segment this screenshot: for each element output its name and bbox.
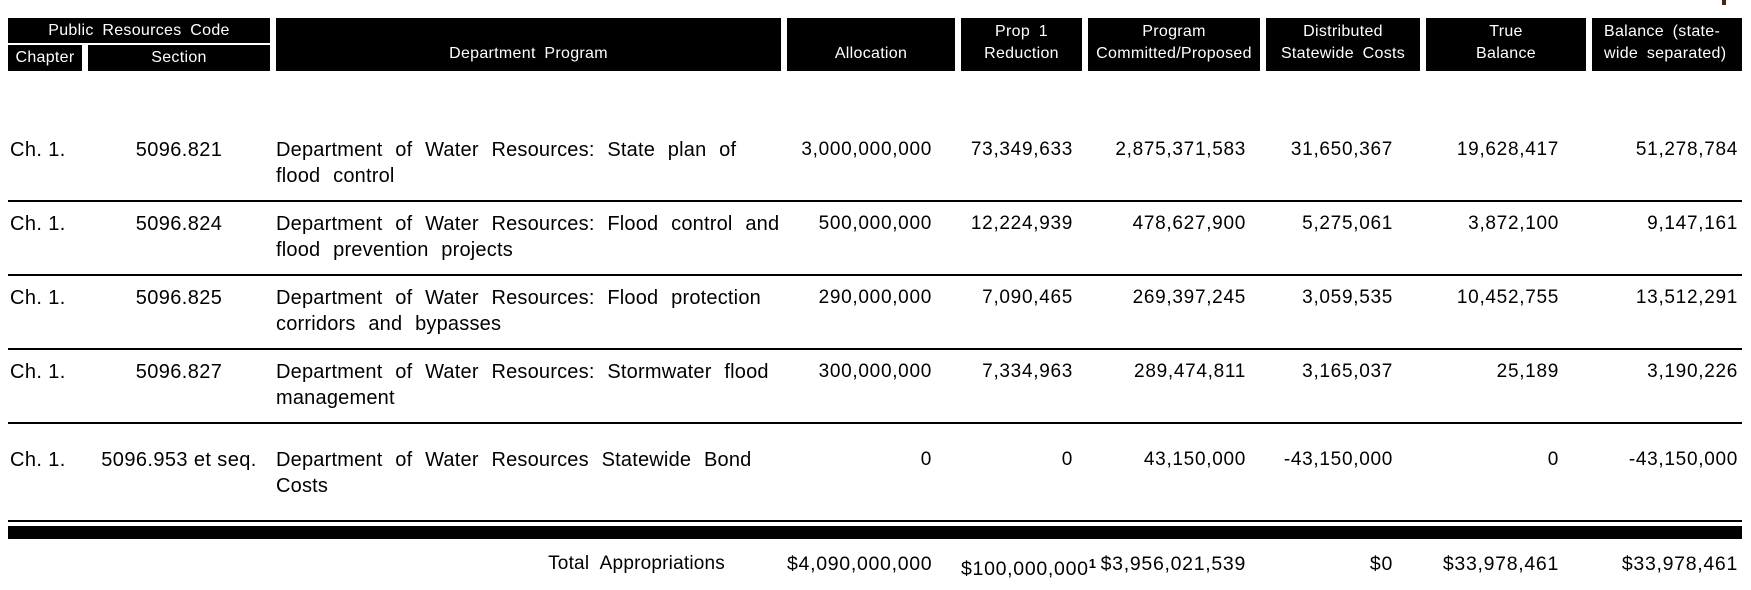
cell-section: 5096.821 xyxy=(135,139,223,161)
col-header-department-program: Department Program xyxy=(276,18,781,71)
table-row: Ch. 1. 5096.825 Department of Water Reso… xyxy=(8,276,1742,350)
cell-true-balance: 0 xyxy=(1547,449,1559,470)
cell-balance: -43,150,000 xyxy=(1628,449,1738,470)
table-body: Ch. 1. 5096.821 Department of Water Reso… xyxy=(8,128,1742,522)
totals-label: Total Appropriations xyxy=(548,553,725,574)
total-distributed-costs: $0 xyxy=(1369,553,1393,575)
col-header-allocation: Allocation xyxy=(787,18,955,71)
col-header-program-committed: Program Committed/Proposed xyxy=(1088,18,1260,71)
cell-allocation: 3,000,000,000 xyxy=(801,139,932,160)
cell-prop1-reduction: 7,090,465 xyxy=(982,287,1073,308)
total-allocation: $4,090,000,000 xyxy=(787,553,933,575)
cell-program: Department of Water Resources: Stormwate… xyxy=(276,361,769,409)
col-header-prop1-reduction: Prop 1 Reduction xyxy=(961,18,1082,71)
total-balance: $33,978,461 xyxy=(1621,553,1738,575)
cell-balance: 51,278,784 xyxy=(1635,139,1738,160)
cell-balance: 3,190,226 xyxy=(1647,361,1738,382)
total-prop1-reduction: $100,000,0001 xyxy=(961,556,1096,580)
cell-section: 5096.824 xyxy=(135,213,223,235)
cell-balance: 9,147,161 xyxy=(1647,213,1738,234)
cell-chapter: Ch. 1. xyxy=(10,213,66,235)
cell-section: 5096.953 et seq. xyxy=(101,449,257,471)
cell-chapter: Ch. 1. xyxy=(10,139,66,161)
totals-separator-bar xyxy=(8,526,1742,539)
col-header-distributed-costs: Distributed Statewide Costs xyxy=(1266,18,1420,71)
appropriations-table: Public Resources Code Chapter Section De… xyxy=(8,18,1742,582)
total-true-balance: $33,978,461 xyxy=(1442,553,1559,575)
col-header-chapter: Chapter xyxy=(15,49,75,66)
totals-row: Total Appropriations $4,090,000,000 $100… xyxy=(8,551,1742,582)
cell-prop1-reduction: 73,349,633 xyxy=(970,139,1073,160)
cell-prop1-reduction: 12,224,939 xyxy=(970,213,1073,234)
cell-chapter: Ch. 1. xyxy=(10,361,66,383)
cell-program-committed: 269,397,245 xyxy=(1132,287,1246,308)
cell-section: 5096.827 xyxy=(135,361,223,383)
header-divider xyxy=(82,45,88,71)
cell-program-committed: 2,875,371,583 xyxy=(1115,139,1246,160)
table-row: Ch. 1. 5096.953 et seq. Department of Wa… xyxy=(8,424,1742,522)
cell-program-committed: 289,474,811 xyxy=(1134,361,1246,382)
cell-true-balance: 3,872,100 xyxy=(1468,213,1559,234)
cell-allocation: 300,000,000 xyxy=(818,361,932,382)
total-program-committed: $3,956,021,539 xyxy=(1100,553,1246,575)
page-edge-artifact xyxy=(1722,0,1726,5)
col-header-section: Section xyxy=(151,49,207,66)
cell-true-balance: 19,628,417 xyxy=(1456,139,1559,160)
cell-distributed-costs: 31,650,367 xyxy=(1290,139,1393,160)
cell-program: Department of Water Resources Statewide … xyxy=(276,449,752,497)
footnote-marker: 1 xyxy=(1088,556,1096,571)
cell-true-balance: 25,189 xyxy=(1496,361,1559,382)
table-row: Ch. 1. 5096.827 Department of Water Reso… xyxy=(8,350,1742,424)
cell-chapter: Ch. 1. xyxy=(10,287,66,309)
cell-distributed-costs: 3,165,037 xyxy=(1302,361,1393,382)
cell-true-balance: 10,452,755 xyxy=(1456,287,1559,308)
cell-balance: 13,512,291 xyxy=(1635,287,1738,308)
table-header: Public Resources Code Chapter Section De… xyxy=(8,18,1742,71)
cell-program-committed: 478,627,900 xyxy=(1132,213,1246,234)
cell-section: 5096.825 xyxy=(135,287,223,309)
cell-distributed-costs: 3,059,535 xyxy=(1302,287,1393,308)
cell-distributed-costs: 5,275,061 xyxy=(1302,213,1393,234)
cell-allocation: 290,000,000 xyxy=(818,287,932,308)
col-header-true-balance: True Balance xyxy=(1426,18,1586,71)
group-title: Public Resources Code xyxy=(8,18,270,45)
cell-prop1-reduction: 0 xyxy=(1061,449,1073,470)
cell-allocation: 500,000,000 xyxy=(818,213,932,234)
cell-program-committed: 43,150,000 xyxy=(1143,449,1246,470)
group-subheaders: Chapter Section xyxy=(8,45,270,71)
cell-program: Department of Water Resources: Flood con… xyxy=(276,213,780,261)
table-row: Ch. 1. 5096.821 Department of Water Reso… xyxy=(8,128,1742,202)
cell-prop1-reduction: 7,334,963 xyxy=(982,361,1073,382)
header-group-public-resources-code: Public Resources Code Chapter Section xyxy=(8,18,270,71)
cell-program: Department of Water Resources: State pla… xyxy=(276,139,737,187)
col-header-balance-statewide: Balance (state- wide separated) xyxy=(1592,18,1742,71)
cell-allocation: 0 xyxy=(920,449,932,470)
cell-chapter: Ch. 1. xyxy=(10,449,66,471)
table-row: Ch. 1. 5096.824 Department of Water Reso… xyxy=(8,202,1742,276)
cell-distributed-costs: -43,150,000 xyxy=(1283,449,1393,470)
cell-program: Department of Water Resources: Flood pro… xyxy=(276,287,761,335)
